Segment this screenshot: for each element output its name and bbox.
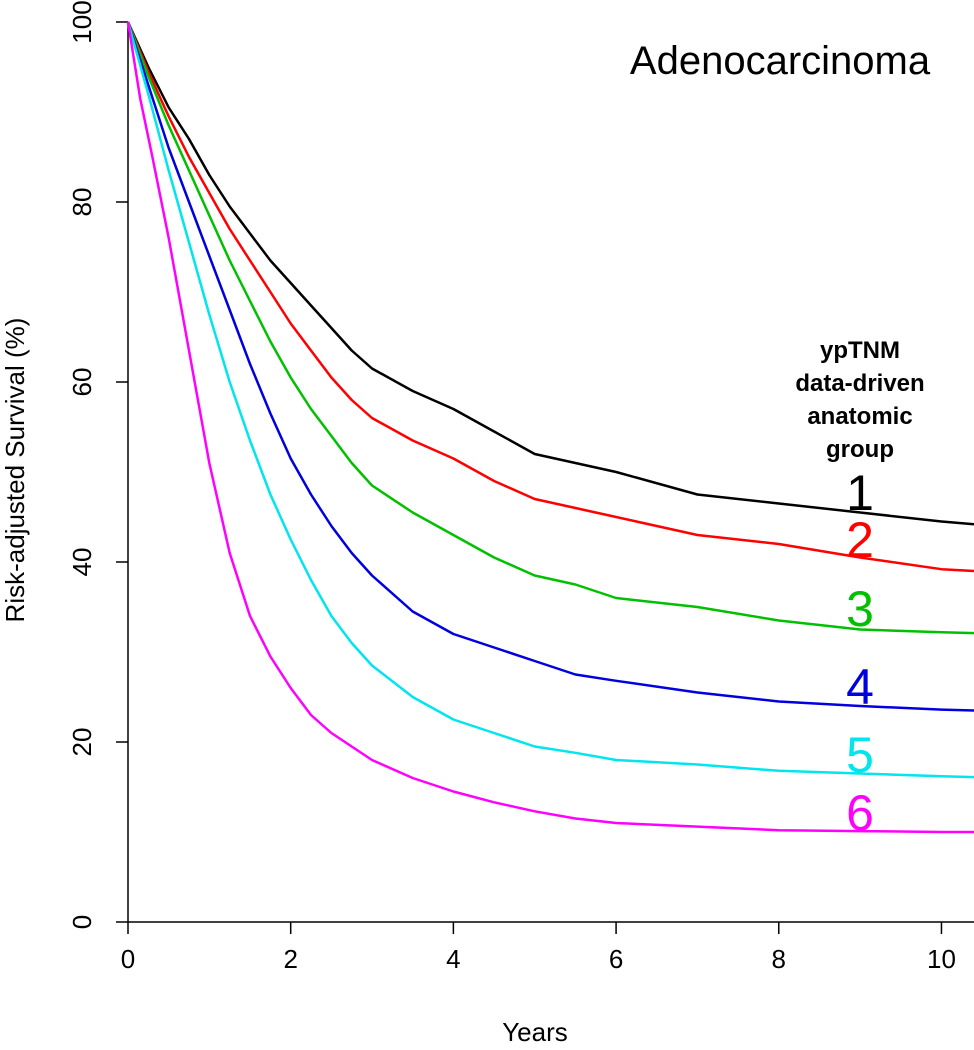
x-axis-title: Years	[502, 1017, 568, 1047]
series-label-3: 3	[846, 581, 874, 637]
series-line-2	[126, 21, 974, 573]
legend-title-line: data-driven	[795, 370, 924, 397]
y-tick-label: 80	[67, 188, 97, 217]
legend-title-line: ypTNM	[820, 337, 900, 364]
x-tick-label: 2	[283, 944, 297, 974]
series-label-6: 6	[846, 785, 874, 841]
y-tick-label: 40	[67, 548, 97, 577]
chart-title: Adenocarcinoma	[630, 39, 931, 83]
series-label-2: 2	[846, 512, 874, 568]
x-tick-label: 8	[772, 944, 786, 974]
y-tick-label: 100	[67, 0, 97, 43]
x-tick-label: 0	[121, 944, 135, 974]
series-label-5: 5	[846, 727, 874, 783]
y-tick-label: 60	[67, 368, 97, 397]
series-line-5	[126, 21, 974, 779]
y-axis-title: Risk-adjusted Survival (%)	[0, 318, 30, 623]
series-line-6	[126, 21, 974, 834]
series-line-1	[126, 21, 974, 526]
series-label-4: 4	[846, 659, 874, 715]
series-label-1: 1	[846, 465, 874, 521]
series-line-3	[126, 21, 974, 635]
legend-title-line: group	[826, 436, 894, 463]
x-tick-label: 6	[609, 944, 623, 974]
axes: 0 20 40 60 80 100 0 2 4 6 8 10	[67, 0, 974, 974]
series-line-4	[126, 21, 974, 712]
x-tick-label: 4	[446, 944, 460, 974]
series-lines	[126, 21, 974, 834]
y-tick-label: 20	[67, 728, 97, 757]
legend-title-line: anatomic	[807, 403, 912, 430]
y-tick-label: 0	[67, 915, 97, 929]
x-tick-label: 10	[927, 944, 956, 974]
